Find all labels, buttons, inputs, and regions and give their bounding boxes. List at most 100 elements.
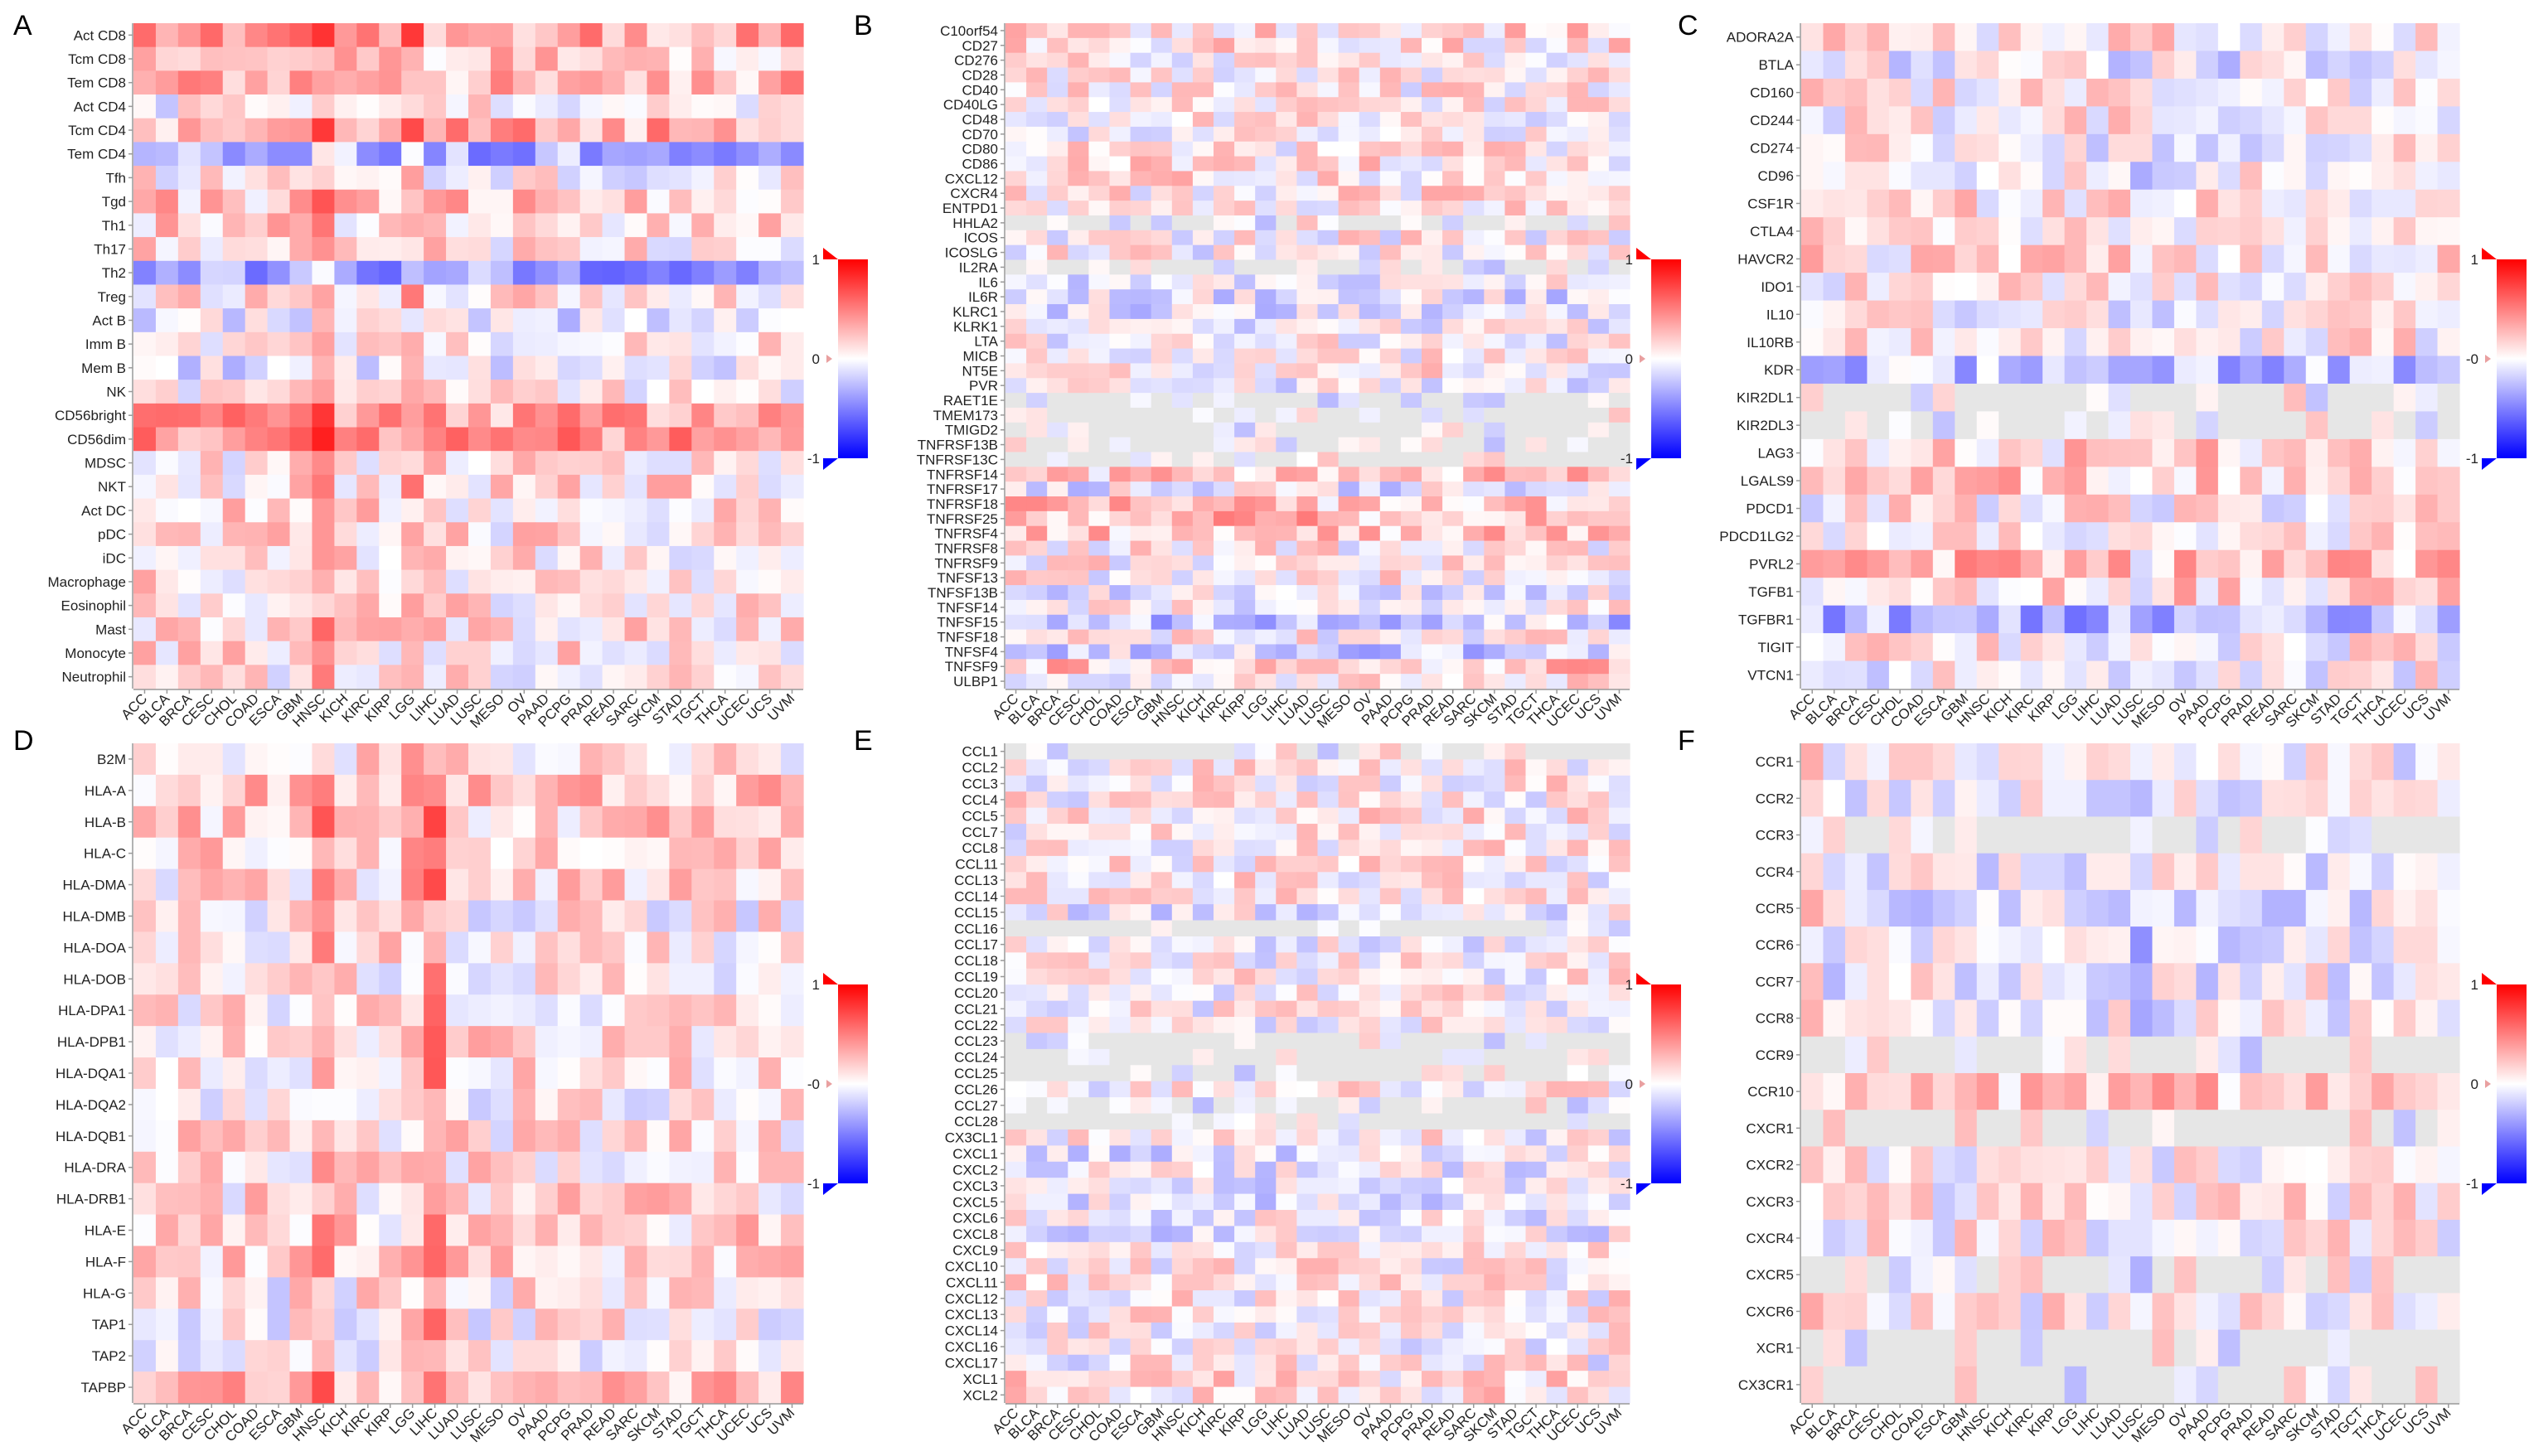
heatmap-cell: [490, 774, 514, 807]
heatmap-cell: [1192, 37, 1214, 54]
heatmap-cell: [1379, 215, 1402, 231]
heatmap-cell: [2261, 106, 2284, 135]
heatmap-cell: [1400, 244, 1422, 261]
heatmap-cell: [691, 593, 715, 618]
heatmap-cell: [245, 356, 269, 380]
heatmap-cell: [245, 118, 269, 143]
heatmap-cell: [691, 260, 715, 286]
heatmap-cell: [1504, 304, 1527, 320]
heatmap-cell: [1151, 112, 1173, 128]
heatmap-cell: [1047, 37, 1068, 54]
heatmap-cell: [289, 1214, 313, 1247]
heatmap-cell: [1171, 952, 1194, 970]
heatmap-cell: [1400, 1145, 1422, 1163]
heatmap-cell: [1504, 936, 1527, 953]
heatmap-cell: [1192, 1017, 1214, 1034]
heatmap-cell: [490, 931, 514, 964]
heatmap-cell: [2415, 578, 2439, 607]
heatmap-cell: [1317, 555, 1340, 571]
heatmap-cell: [1214, 407, 1235, 423]
row-label: Tcm CD4: [68, 123, 126, 138]
heatmap-cell: [379, 237, 402, 262]
heatmap-cell: [1151, 1065, 1173, 1082]
row-label: KLRC1: [952, 304, 998, 320]
heatmap-cell: [468, 142, 492, 167]
heatmap-cell: [222, 743, 246, 776]
heatmap-cell: [669, 963, 692, 995]
heatmap-cell: [1317, 1193, 1340, 1211]
heatmap-cell: [647, 403, 670, 428]
heatmap-cell: [535, 1371, 559, 1404]
heatmap-cell: [1068, 452, 1089, 467]
heatmap-cell: [1276, 1048, 1297, 1066]
heatmap-cell: [1088, 1178, 1111, 1195]
heatmap-cell: [1525, 936, 1548, 953]
heatmap-cell: [647, 1340, 670, 1372]
heatmap-cell: [200, 774, 224, 807]
heatmap-cell: [1422, 67, 1443, 83]
heatmap-cell: [446, 641, 469, 665]
heatmap-cell: [1255, 318, 1277, 335]
heatmap-cell: [1546, 422, 1568, 438]
heatmap-cell: [334, 1277, 357, 1309]
heatmap-cell: [758, 805, 782, 839]
heatmap-cell: [1379, 37, 1402, 54]
heatmap-cell: [512, 1026, 536, 1058]
row-label: IL10RB: [1747, 335, 1794, 351]
heatmap-cell: [1151, 259, 1173, 275]
heatmap-cell: [490, 1183, 514, 1216]
heatmap-cell: [1151, 904, 1173, 921]
heatmap-cell: [1047, 629, 1068, 646]
heatmap-cell: [2415, 522, 2439, 551]
heatmap-cell: [781, 641, 804, 665]
heatmap-cell: [1255, 807, 1277, 825]
heatmap-cell: [1192, 674, 1214, 689]
heatmap-cell: [1151, 952, 1173, 970]
heatmap-cell: [1192, 952, 1214, 970]
heatmap-cell: [1546, 52, 1568, 69]
heatmap-cell: [424, 23, 447, 48]
heatmap-cell: [1276, 540, 1297, 556]
heatmap-cell: [1844, 522, 1868, 551]
heatmap-cell: [1546, 274, 1568, 290]
heatmap-cell: [334, 308, 357, 333]
heatmap-cell: [1608, 599, 1630, 616]
heatmap-cell: [1546, 968, 1568, 985]
heatmap-cell: [1379, 318, 1402, 335]
heatmap-cell: [579, 380, 603, 404]
heatmap-cell: [424, 1246, 447, 1278]
heatmap-cell: [1844, 51, 1868, 80]
heatmap-cell: [1567, 791, 1589, 809]
heatmap-cell: [1442, 1017, 1464, 1034]
heatmap-cell: [1192, 1193, 1214, 1211]
heatmap-cell: [133, 1308, 157, 1341]
heatmap-cell: [155, 837, 179, 870]
heatmap-cell: [1109, 920, 1131, 937]
heatmap-cell: [1844, 23, 1868, 52]
heatmap-cell: [424, 1151, 447, 1184]
heatmap-cell: [1109, 952, 1131, 970]
heatmap-cell: [312, 1214, 335, 1247]
heatmap-cell: [401, 1214, 424, 1247]
heatmap-cell: [1338, 674, 1360, 689]
heatmap-cell: [424, 1308, 447, 1341]
heatmap-cell: [2240, 106, 2263, 135]
heatmap-cell: [535, 931, 559, 964]
heatmap-cell: [1296, 555, 1319, 571]
heatmap-cell: [1317, 920, 1340, 937]
heatmap-cell: [2173, 23, 2197, 52]
heatmap-cell: [2284, 494, 2307, 523]
heatmap-cell: [334, 1371, 357, 1404]
heatmap-cell: [1801, 133, 1824, 162]
heatmap-cell: [1338, 481, 1360, 497]
heatmap-cell: [1171, 1161, 1194, 1178]
heatmap-cell: [557, 522, 581, 547]
heatmap-cell: [1463, 872, 1485, 889]
heatmap-cell: [1422, 540, 1443, 556]
heatmap-cell: [1932, 633, 1955, 662]
heatmap-cell: [1317, 289, 1340, 305]
heatmap-cell: [1192, 1081, 1214, 1098]
heatmap-cell: [1976, 549, 1999, 578]
heatmap-cell: [200, 1308, 224, 1341]
heatmap-cell: [669, 1151, 692, 1184]
